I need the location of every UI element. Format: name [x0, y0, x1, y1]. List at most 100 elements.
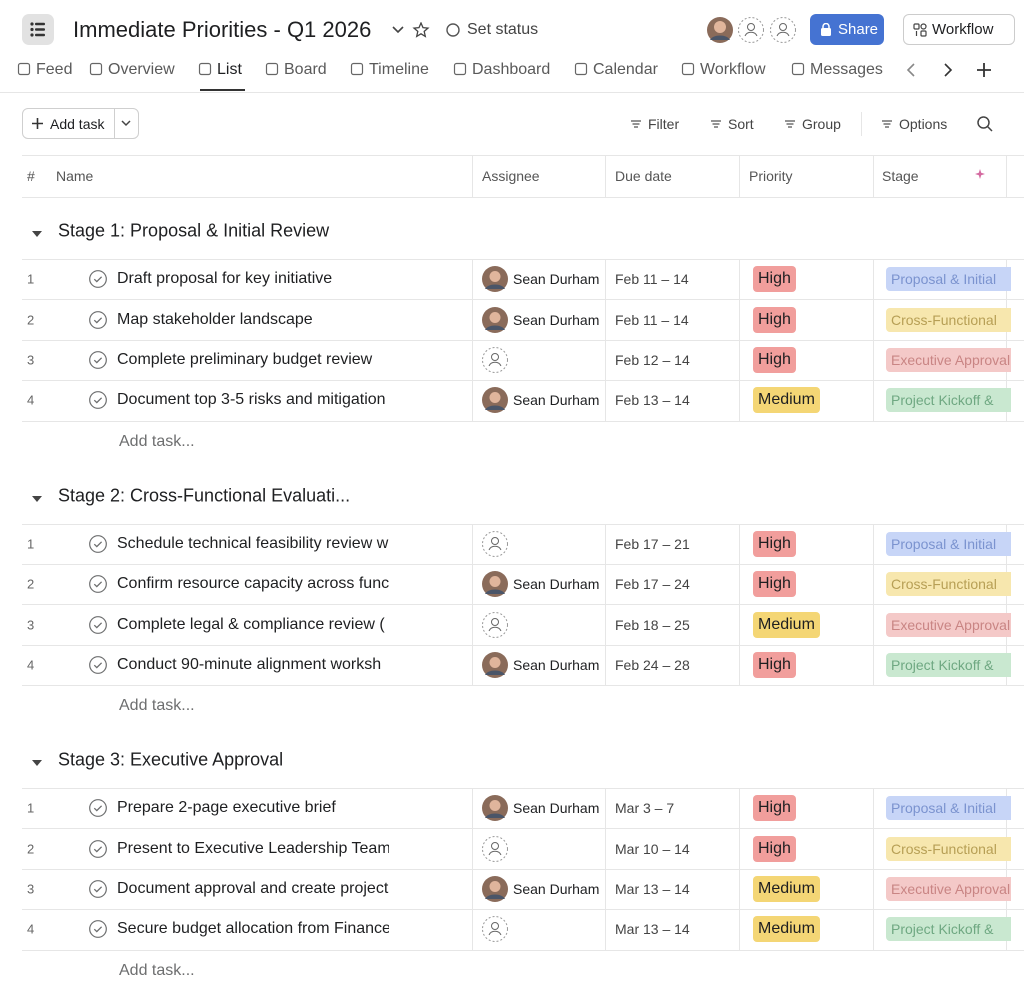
- due-date[interactable]: Mar 13 – 14: [615, 881, 690, 897]
- task-name[interactable]: Document top 3-5 risks and mitigation: [117, 391, 386, 409]
- section-title[interactable]: Stage 2: Cross-Functional Evaluati...: [58, 485, 351, 505]
- column-header[interactable]: Name: [56, 168, 94, 184]
- stage-tag[interactable]: Proposal & Initial: [886, 531, 1011, 556]
- stage-tag[interactable]: Cross-Functional: [886, 307, 1011, 332]
- assignee-name[interactable]: Sean Durham: [513, 311, 600, 328]
- plus-icon: [32, 118, 43, 129]
- due-date[interactable]: Mar 3 – 7: [615, 800, 675, 817]
- section-title[interactable]: Stage 1: Proposal & Initial Review: [58, 220, 330, 241]
- tab[interactable]: Overview: [108, 61, 175, 78]
- task-name[interactable]: Schedule technical feasibility review w: [117, 534, 389, 552]
- priority-tag[interactable]: High: [753, 266, 796, 293]
- add-task-row[interactable]: Add task...: [119, 961, 195, 979]
- assignee-name[interactable]: Sean Durham: [513, 392, 600, 409]
- priority-tag[interactable]: High: [753, 651, 796, 678]
- due-date[interactable]: Feb 13 – 14: [615, 392, 690, 409]
- group-button[interactable]: Group: [802, 116, 841, 132]
- tab[interactable]: Feed: [36, 61, 73, 78]
- priority-tag[interactable]: High: [753, 347, 796, 373]
- priority-tag[interactable]: Medium: [753, 876, 820, 902]
- assignee-name[interactable]: Sean Durham: [513, 881, 600, 897]
- task-name[interactable]: Secure budget allocation from Finance: [117, 920, 389, 938]
- tab[interactable]: Dashboard: [472, 61, 551, 78]
- tab[interactable]: Calendar: [593, 61, 658, 78]
- section-title[interactable]: Stage 3: Executive Approval: [58, 749, 284, 770]
- column-header[interactable]: Assignee: [482, 168, 540, 184]
- assignee-name[interactable]: Sean Durham: [513, 576, 600, 593]
- stage-tag[interactable]: Cross-Functional: [886, 836, 1011, 861]
- task-name[interactable]: Document approval and create project: [117, 880, 389, 897]
- task-name[interactable]: Prepare 2-page executive brief: [117, 799, 336, 817]
- stage-tag[interactable]: Executive Approval: [886, 612, 1011, 637]
- options-button[interactable]: Options: [899, 116, 948, 132]
- assignee-name[interactable]: Sean Durham: [513, 271, 600, 288]
- priority-tag[interactable]: High: [753, 571, 796, 598]
- due-date[interactable]: Feb 11 – 14: [615, 271, 689, 288]
- members[interactable]: [705, 15, 799, 45]
- priority-tag[interactable]: Medium: [753, 387, 820, 414]
- add-task-button[interactable]: Add task: [22, 108, 139, 139]
- stage-tag[interactable]: Project Kickoff &: [886, 652, 1011, 677]
- filter-button[interactable]: Filter: [648, 116, 680, 132]
- due-date[interactable]: Feb 17 – 21: [615, 535, 690, 552]
- task-name[interactable]: Conduct 90-minute alignment worksh: [117, 655, 382, 673]
- set-status[interactable]: Set status: [467, 21, 539, 38]
- priority-tag[interactable]: Medium: [753, 916, 820, 943]
- tab[interactable]: Board: [284, 61, 327, 78]
- column-header[interactable]: Due date: [615, 168, 672, 184]
- due-date[interactable]: Feb 18 – 25: [615, 616, 690, 633]
- complete-checkbox: [89, 270, 107, 293]
- priority-tag[interactable]: High: [753, 795, 796, 822]
- column-header[interactable]: #: [27, 168, 35, 184]
- due-date[interactable]: Feb 17 – 24: [615, 576, 690, 593]
- due-date[interactable]: Feb 12 – 14: [615, 352, 690, 368]
- column-divider: [873, 299, 874, 340]
- sort-button[interactable]: Sort: [728, 116, 754, 132]
- add-task-row[interactable]: Add task...: [119, 697, 195, 715]
- column-divider: [472, 563, 473, 605]
- stage-tag[interactable]: Executive Approval: [886, 877, 1011, 901]
- stage-tag[interactable]: Cross-Functional: [886, 572, 1011, 597]
- stage-tag[interactable]: Executive Approval: [886, 348, 1011, 372]
- priority-tag[interactable]: High: [753, 530, 796, 557]
- task-name[interactable]: Complete preliminary budget review: [117, 351, 373, 368]
- row-number: 4: [27, 392, 35, 408]
- share-button[interactable]: Share: [810, 14, 884, 45]
- column-divider: [472, 299, 473, 340]
- column-header[interactable]: Stage: [882, 168, 919, 184]
- assignee-name[interactable]: Sean Durham: [513, 800, 600, 817]
- assignee-name[interactable]: Sean Durham: [513, 656, 600, 673]
- column-divider: [472, 155, 473, 197]
- column-divider: [605, 909, 606, 950]
- search-icon[interactable]: [976, 115, 994, 133]
- stage-tag[interactable]: Project Kickoff &: [886, 388, 1011, 413]
- task-name[interactable]: Map stakeholder landscape: [117, 310, 313, 328]
- due-date[interactable]: Feb 24 – 28: [615, 656, 690, 673]
- tab[interactable]: Messages: [810, 61, 883, 78]
- tab[interactable]: Timeline: [369, 61, 429, 78]
- tab[interactable]: List: [217, 61, 242, 78]
- title-icons[interactable]: [390, 22, 440, 38]
- priority-tag[interactable]: Medium: [753, 611, 820, 638]
- due-date[interactable]: Mar 10 – 14: [615, 840, 690, 857]
- tab[interactable]: Workflow: [700, 61, 766, 78]
- due-date[interactable]: Mar 13 – 14: [615, 921, 690, 938]
- tab-nav[interactable]: [903, 60, 998, 80]
- column-divider: [873, 788, 874, 829]
- stage-tag[interactable]: Project Kickoff &: [886, 917, 1011, 942]
- task-name[interactable]: Draft proposal for key initiative: [117, 270, 333, 288]
- priority-tag[interactable]: High: [753, 835, 796, 862]
- row-border: [22, 523, 1024, 525]
- task-name[interactable]: Complete legal & compliance review (: [117, 615, 385, 633]
- task-name[interactable]: Confirm resource capacity across func: [117, 575, 389, 593]
- add-task-row[interactable]: Add task...: [119, 432, 195, 450]
- priority-tag[interactable]: High: [753, 306, 796, 333]
- due-date[interactable]: Feb 11 – 14: [615, 311, 689, 328]
- stage-tag[interactable]: Proposal & Initial: [886, 267, 1011, 292]
- stage-tag[interactable]: Proposal & Initial: [886, 796, 1011, 821]
- workflow-button[interactable]: Workflow: [903, 14, 1015, 45]
- task-name[interactable]: Present to Executive Leadership Team: [117, 839, 389, 857]
- column-header[interactable]: Priority: [749, 168, 793, 184]
- tab-icon: [89, 62, 103, 81]
- project-icon[interactable]: [22, 14, 54, 45]
